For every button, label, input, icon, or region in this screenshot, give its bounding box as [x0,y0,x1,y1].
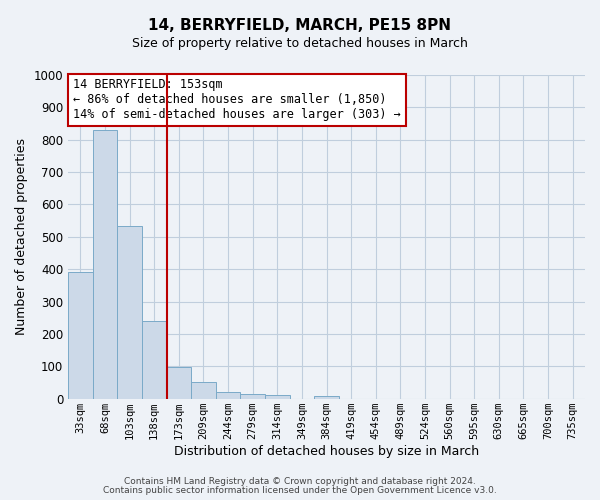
Bar [314,396,339,398]
Text: 14, BERRYFIELD, MARCH, PE15 8PN: 14, BERRYFIELD, MARCH, PE15 8PN [149,18,452,32]
Bar [191,382,216,398]
Bar [92,130,117,398]
Bar [241,394,265,398]
Text: Contains HM Land Registry data © Crown copyright and database right 2024.: Contains HM Land Registry data © Crown c… [124,477,476,486]
Bar [216,392,241,398]
Bar [117,226,142,398]
Bar [68,272,92,398]
Bar [167,368,191,398]
Bar [142,321,167,398]
Text: 14 BERRYFIELD: 153sqm
← 86% of detached houses are smaller (1,850)
14% of semi-d: 14 BERRYFIELD: 153sqm ← 86% of detached … [73,78,401,121]
Y-axis label: Number of detached properties: Number of detached properties [15,138,28,336]
Text: Contains public sector information licensed under the Open Government Licence v3: Contains public sector information licen… [103,486,497,495]
Bar [265,396,290,398]
Text: Size of property relative to detached houses in March: Size of property relative to detached ho… [132,38,468,51]
X-axis label: Distribution of detached houses by size in March: Distribution of detached houses by size … [174,444,479,458]
